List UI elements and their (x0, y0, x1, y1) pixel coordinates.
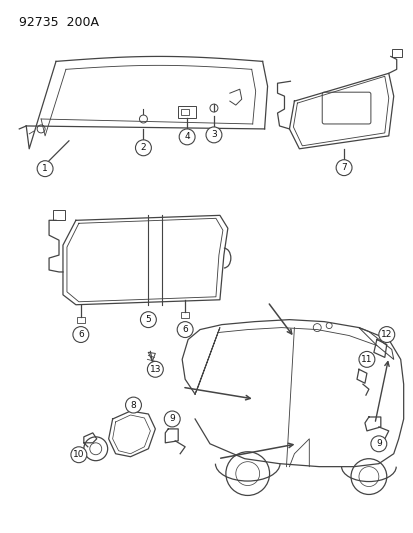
Text: 7: 7 (340, 163, 346, 172)
Text: 11: 11 (360, 355, 372, 364)
FancyBboxPatch shape (53, 211, 65, 220)
Text: 92735  200A: 92735 200A (19, 15, 99, 29)
Text: 10: 10 (73, 450, 84, 459)
FancyBboxPatch shape (181, 109, 189, 115)
Circle shape (164, 411, 180, 427)
Circle shape (335, 160, 351, 175)
FancyBboxPatch shape (178, 106, 196, 118)
Circle shape (179, 129, 195, 145)
Circle shape (358, 351, 374, 367)
Text: 12: 12 (380, 330, 392, 339)
Circle shape (125, 397, 141, 413)
Text: 9: 9 (375, 439, 381, 448)
Text: 13: 13 (149, 365, 161, 374)
Text: 3: 3 (211, 131, 216, 140)
FancyBboxPatch shape (391, 50, 401, 58)
Circle shape (73, 327, 88, 343)
Text: 6: 6 (78, 330, 83, 339)
Circle shape (37, 161, 53, 176)
Circle shape (206, 127, 221, 143)
Text: 2: 2 (140, 143, 146, 152)
Text: 9: 9 (169, 415, 175, 424)
Text: 1: 1 (42, 164, 48, 173)
Circle shape (140, 312, 156, 328)
Circle shape (135, 140, 151, 156)
Circle shape (71, 447, 87, 463)
Circle shape (378, 327, 394, 343)
Circle shape (147, 361, 163, 377)
Text: 6: 6 (182, 325, 188, 334)
Circle shape (370, 436, 386, 452)
FancyBboxPatch shape (181, 312, 189, 318)
FancyBboxPatch shape (77, 317, 85, 322)
Text: 4: 4 (184, 132, 190, 141)
Circle shape (177, 321, 192, 337)
FancyBboxPatch shape (321, 92, 370, 124)
Text: 5: 5 (145, 315, 151, 324)
Text: 8: 8 (131, 401, 136, 409)
